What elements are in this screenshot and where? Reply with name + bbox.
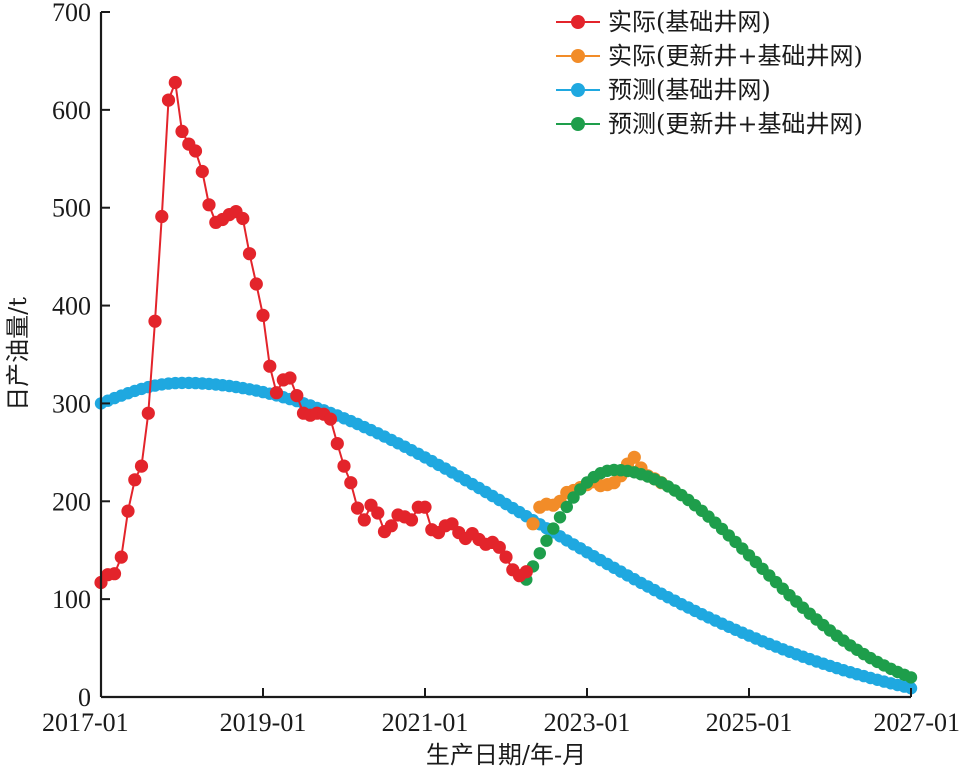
legend-item: 实际(基础井网) xyxy=(556,8,771,36)
legend: 实际(基础井网) 实际(更新井+基础井网) 预测(基础井网) 预测(更新井+基础井网) xyxy=(556,8,863,138)
ticks: 0 100 200 300 400 500 600 700 2017-01 2019-01 2021… xyxy=(42,0,960,737)
data-point xyxy=(249,277,263,291)
data-point xyxy=(114,550,128,564)
x-tick-label: 2019-01 xyxy=(220,708,307,737)
data-point xyxy=(323,412,338,426)
data-point xyxy=(283,371,297,385)
data-point xyxy=(553,511,567,524)
data-point xyxy=(344,476,358,490)
data-point xyxy=(519,565,533,579)
legend-item: 预测(更新井+基础井网) xyxy=(556,110,863,138)
y-axis-title: 日产油量/t xyxy=(4,297,32,411)
legend-item: 实际(更新井+基础井网) xyxy=(556,42,863,70)
legend-label: 预测(更新井+基础井网) xyxy=(608,110,863,138)
data-point xyxy=(236,211,250,226)
series-2 xyxy=(94,376,918,695)
data-point xyxy=(121,504,135,518)
x-tick-label: 2021-01 xyxy=(382,708,469,737)
legend-marker xyxy=(571,15,585,29)
data-point xyxy=(134,459,149,473)
data-point xyxy=(540,534,553,547)
legend-marker xyxy=(571,83,585,97)
data-point xyxy=(384,519,398,533)
data-point xyxy=(128,473,142,487)
x-tick-label: 2023-01 xyxy=(544,708,631,737)
data-point xyxy=(904,671,918,684)
data-point xyxy=(499,550,513,564)
data-point xyxy=(175,124,189,138)
data-point xyxy=(404,513,419,527)
data-point xyxy=(202,198,216,212)
y-tick-label: 500 xyxy=(52,194,91,223)
series-3 xyxy=(520,463,918,684)
data-point xyxy=(188,144,203,158)
x-tick-label: 2027-01 xyxy=(873,708,960,737)
data-point xyxy=(107,567,122,581)
data-point xyxy=(627,450,641,464)
series-line xyxy=(100,82,527,584)
data-point xyxy=(337,459,351,473)
data-point xyxy=(567,491,580,504)
data-point xyxy=(492,540,506,554)
axes xyxy=(99,12,911,699)
data-point xyxy=(141,406,155,420)
data-point xyxy=(263,359,277,373)
data-point xyxy=(357,513,371,527)
y-tick-label: 700 xyxy=(52,0,91,27)
data-point xyxy=(148,314,162,328)
data-point xyxy=(418,500,432,514)
x-axis-title: 生产日期/年-月 xyxy=(426,741,586,769)
data-point xyxy=(350,501,365,515)
series-0 xyxy=(94,75,533,590)
data-point xyxy=(560,500,573,514)
data-point xyxy=(547,522,560,535)
legend-label: 预测(基础井网) xyxy=(608,76,771,104)
data-point xyxy=(155,209,169,224)
y-tick-label: 600 xyxy=(52,96,91,125)
data-point xyxy=(330,437,344,451)
y-tick-label: 400 xyxy=(52,292,91,321)
series-layer xyxy=(94,75,918,695)
data-point xyxy=(161,93,176,107)
y-tick-label: 300 xyxy=(52,389,91,418)
data-point xyxy=(533,547,546,560)
data-point xyxy=(256,308,270,322)
y-tick-label: 0 xyxy=(78,683,91,712)
legend-item: 预测(基础井网) xyxy=(556,76,771,104)
legend-marker xyxy=(571,117,585,131)
legend-marker xyxy=(571,49,585,63)
legend-label: 实际(更新井+基础井网) xyxy=(608,42,863,70)
y-tick-label: 200 xyxy=(52,487,91,516)
data-point xyxy=(290,389,304,403)
x-tick-label: 2017-01 xyxy=(42,708,129,737)
y-tick-label: 100 xyxy=(52,585,91,614)
x-tick-label: 2025-01 xyxy=(706,708,793,737)
series-1 xyxy=(526,450,668,531)
legend-label: 实际(基础井网) xyxy=(608,8,771,36)
data-point xyxy=(168,75,182,90)
data-point xyxy=(371,506,385,520)
data-point xyxy=(195,164,209,179)
data-point xyxy=(526,517,540,531)
data-point xyxy=(242,247,257,261)
data-point xyxy=(269,386,284,400)
